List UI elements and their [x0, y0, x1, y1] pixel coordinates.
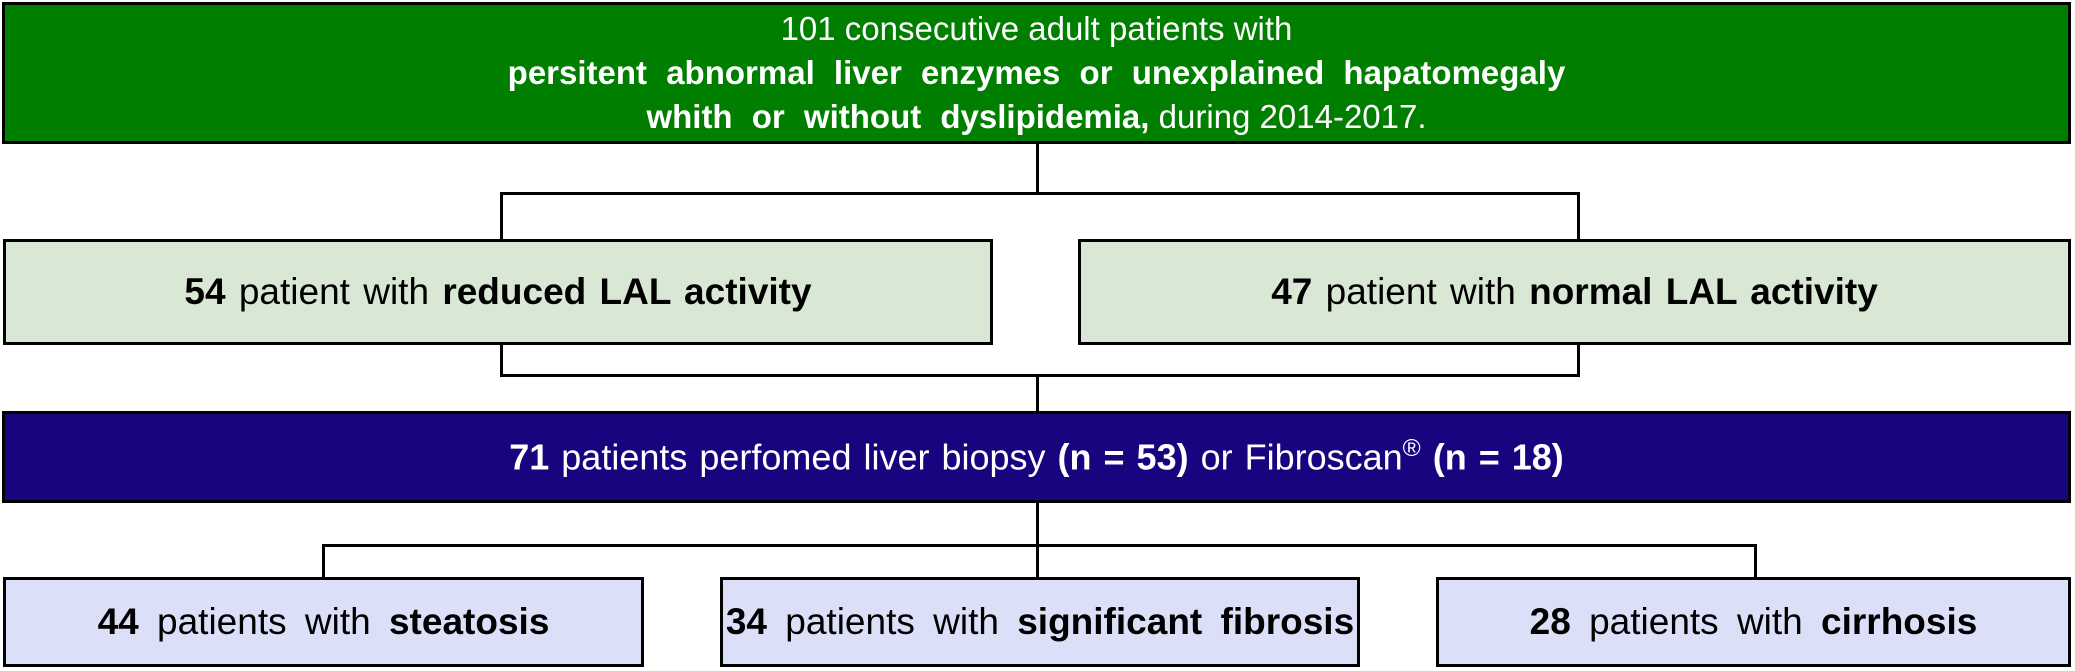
steatosis-text: 44 patients with steatosis — [97, 601, 550, 642]
connector-row2-left-drop — [500, 192, 503, 239]
reduced-lal-text: 54 patient with reduced LAL activity — [184, 271, 812, 312]
connector-blue-bottom-stem — [1036, 503, 1039, 547]
header-line-3: whith or without dyslipidemia, during 20… — [646, 98, 1427, 135]
connector-blue-stem — [1036, 374, 1039, 411]
connector-row4-left-drop — [322, 544, 325, 577]
biopsy-fibroscan-box: 71 patients perfomed liver biopsy (n = 5… — [2, 411, 2071, 503]
fibrosis-box: 34 patients with significant fibrosis — [720, 577, 1360, 667]
connector-row2-left-stem — [500, 345, 503, 377]
connector-row2-right-drop — [1577, 192, 1580, 239]
registered-trademark-symbol: ® — [1402, 435, 1421, 463]
connector-row4-bracket — [322, 544, 1757, 547]
normal-lal-text: 47 patient with normal LAL activity — [1271, 271, 1878, 312]
reduced-lal-box: 54 patient with reduced LAL activity — [3, 239, 993, 345]
normal-lal-box: 47 patient with normal LAL activity — [1078, 239, 2071, 345]
connector-row2-bracket-bottom — [500, 374, 1580, 377]
connector-row2-right-stem — [1577, 345, 1580, 377]
connector-header-stem — [1036, 144, 1039, 194]
cirrhosis-box: 28 patients with cirrhosis — [1436, 577, 2071, 667]
connector-row4-right-drop — [1754, 544, 1757, 577]
connector-row2-bracket-top — [500, 192, 1580, 195]
header-line-1: 101 consecutive adult patients with — [780, 10, 1293, 47]
biopsy-fibroscan-text: 71 patients perfomed liver biopsy (n = 5… — [509, 435, 1564, 478]
header-box: 101 consecutive adult patients with pers… — [2, 2, 2071, 144]
fibrosis-text: 34 patients with significant fibrosis — [725, 601, 1355, 642]
header-line-2: persitent abnormal liver enzymes or unex… — [507, 54, 1566, 91]
steatosis-box: 44 patients with steatosis — [3, 577, 644, 667]
connector-row4-mid-drop — [1036, 544, 1039, 577]
cirrhosis-text: 28 patients with cirrhosis — [1529, 601, 1978, 642]
